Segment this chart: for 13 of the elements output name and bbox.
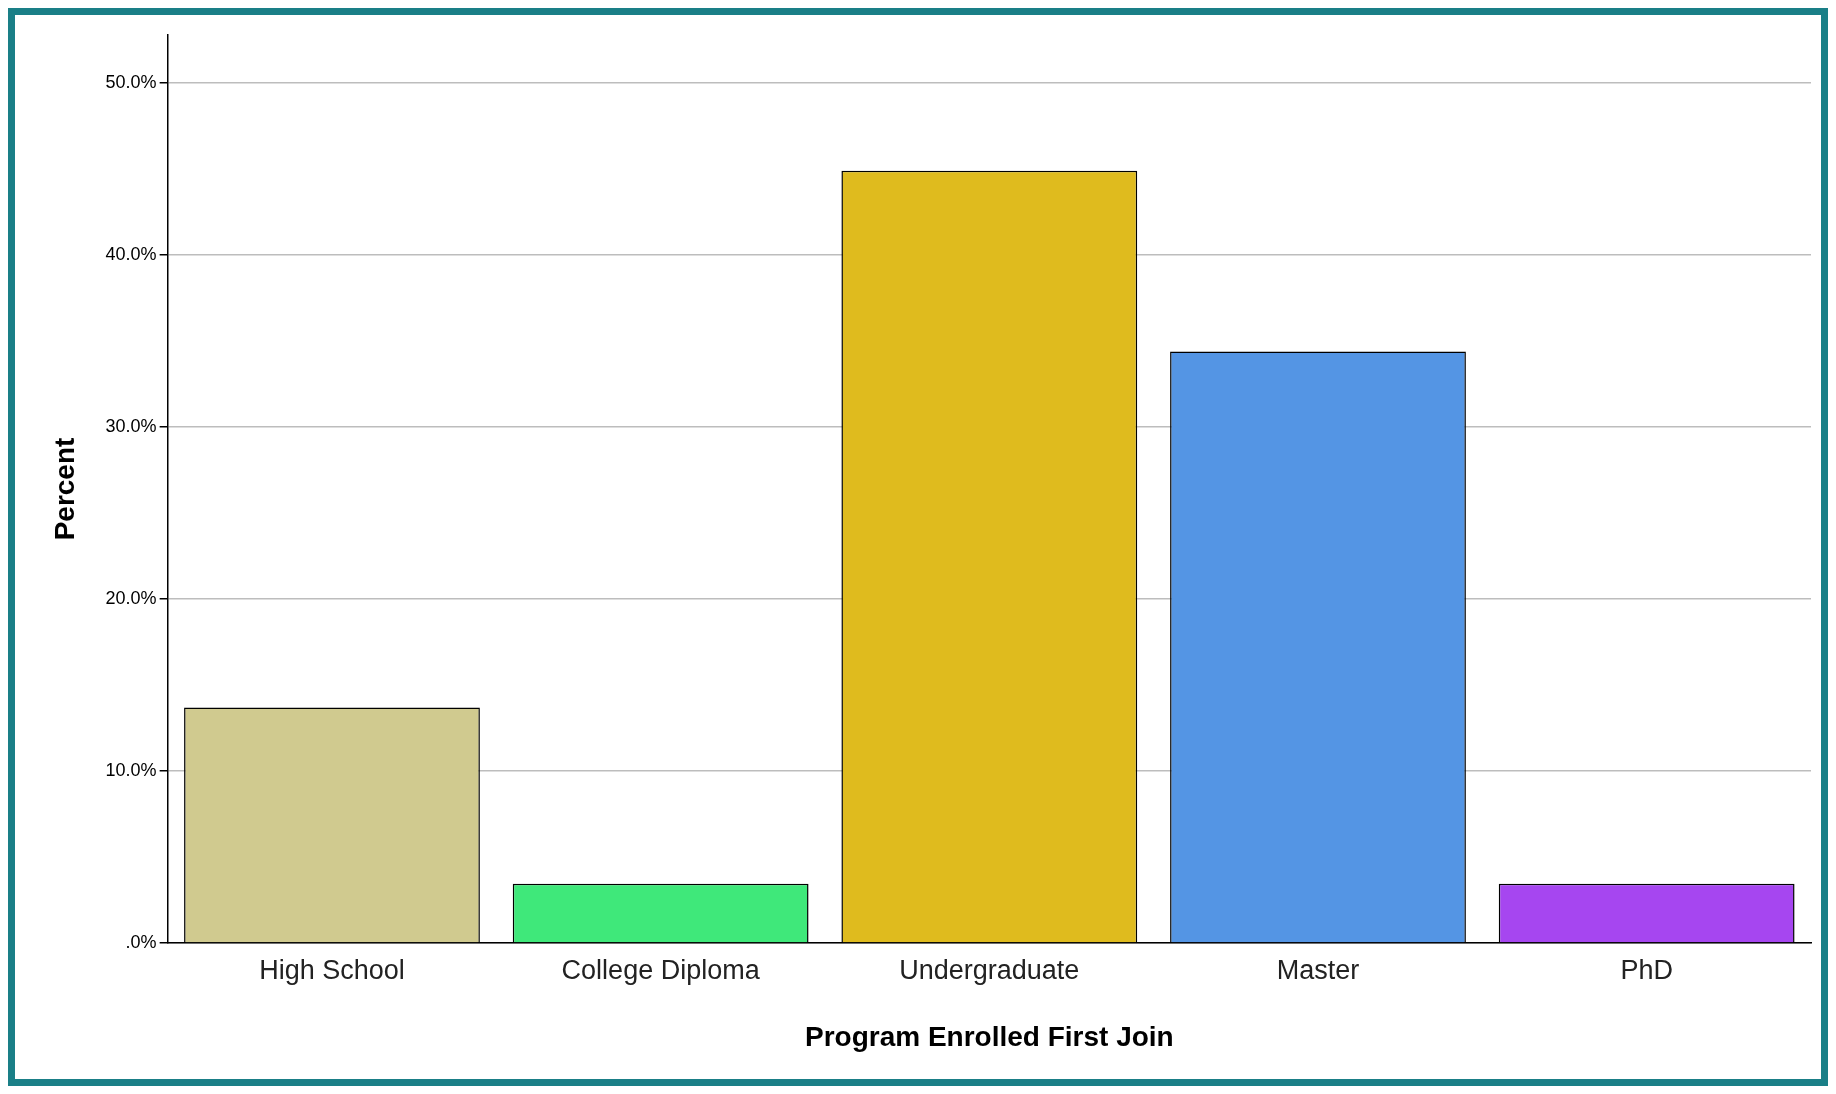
x-axis-title: Program Enrolled First Join bbox=[804, 1020, 1174, 1052]
y-tick-label: 20.0% bbox=[105, 588, 157, 609]
y-tick-label: 40.0% bbox=[105, 244, 157, 265]
x-tick-label: High School bbox=[259, 954, 405, 985]
y-tick-label: 50.0% bbox=[105, 72, 157, 93]
y-tick-label: 10.0% bbox=[105, 760, 157, 780]
x-tick-label: Undergraduate bbox=[899, 954, 1080, 985]
x-tick-label: PhD bbox=[1620, 954, 1673, 985]
y-tick-label: 30.0% bbox=[105, 416, 157, 437]
x-tick-label: College Diploma bbox=[561, 954, 761, 985]
x-tick-label: Master bbox=[1276, 954, 1360, 985]
y-tick-label: .0% bbox=[125, 931, 157, 952]
y-axis-title: Percent bbox=[48, 437, 80, 541]
